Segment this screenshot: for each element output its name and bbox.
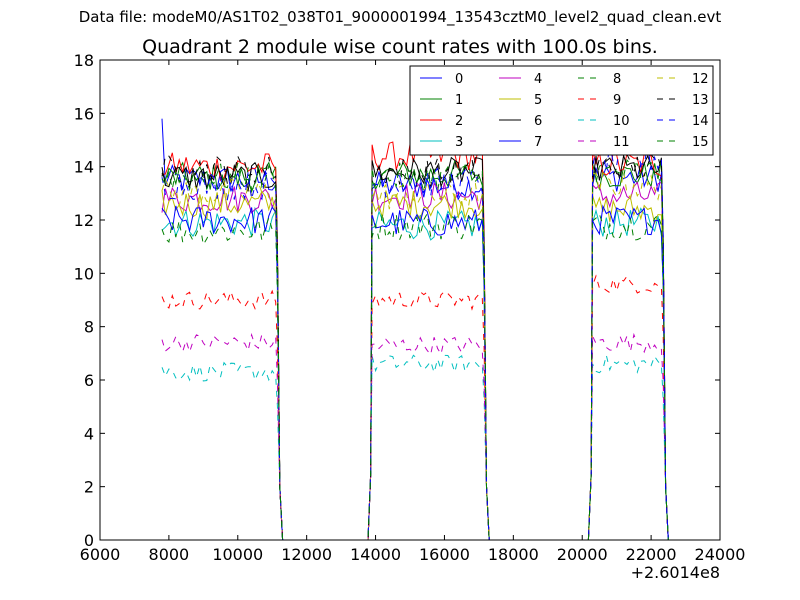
y-tick-label: 16 xyxy=(74,104,94,123)
legend-box xyxy=(409,65,714,156)
x-tick-label: 8000 xyxy=(149,545,190,564)
legend-label-4: 4 xyxy=(534,72,542,87)
legend-label-6: 6 xyxy=(534,114,542,129)
y-tick-label: 10 xyxy=(74,264,94,283)
x-tick-label: 14000 xyxy=(350,545,401,564)
legend-label-9: 9 xyxy=(613,93,621,108)
legend-label-2: 2 xyxy=(455,114,463,129)
legend-label-8: 8 xyxy=(613,72,621,87)
x-tick-label: 24000 xyxy=(695,545,746,564)
series-line-10 xyxy=(161,354,669,541)
series-line-13 xyxy=(161,153,669,541)
x-tick-label: 16000 xyxy=(419,545,470,564)
figure-suptitle: Data file: modeM0/AS1T02_038T01_90000019… xyxy=(78,8,722,26)
legend-label-13: 13 xyxy=(692,93,709,108)
y-tick-label: 12 xyxy=(74,211,94,230)
y-tick-label: 2 xyxy=(84,478,94,497)
series-line-7 xyxy=(161,204,669,541)
y-tick-label: 4 xyxy=(84,424,94,443)
x-tick-label: 22000 xyxy=(626,545,677,564)
legend-label-10: 10 xyxy=(613,114,630,129)
y-tick-label: 6 xyxy=(84,371,94,390)
series-line-1 xyxy=(161,159,669,541)
legend-label-5: 5 xyxy=(534,93,542,108)
chart-title: Quadrant 2 module wise count rates with … xyxy=(142,36,658,58)
series-line-6 xyxy=(161,153,669,541)
x-tick-label: 20000 xyxy=(557,545,608,564)
series-line-15 xyxy=(161,159,669,541)
legend-label-1: 1 xyxy=(455,93,463,108)
series-line-14 xyxy=(161,143,669,541)
axis-tick-labels: 6000 8000 10000 12000 14000 16000 18000 20000 22… xyxy=(74,51,746,564)
axis-ticks xyxy=(99,59,721,541)
legend-label-0: 0 xyxy=(455,72,463,87)
series-line-11 xyxy=(161,332,669,541)
x-tick-label: 12000 xyxy=(281,545,332,564)
legend-label-11: 11 xyxy=(613,135,630,150)
y-tick-label: 8 xyxy=(84,318,94,337)
legend-label-14: 14 xyxy=(692,114,709,129)
x-tick-label: 10000 xyxy=(212,545,263,564)
x-tick-label: 18000 xyxy=(488,545,539,564)
series-line-5 xyxy=(161,190,669,541)
x-tick-label: 6000 xyxy=(80,545,121,564)
legend-label-15: 15 xyxy=(692,135,709,150)
legend-label-3: 3 xyxy=(455,135,463,150)
y-tick-label: 18 xyxy=(74,51,94,70)
plot-lines xyxy=(161,118,669,541)
series-line-9 xyxy=(161,274,669,541)
y-tick-label: 14 xyxy=(74,158,94,177)
legend-label-7: 7 xyxy=(534,135,542,150)
x-offset-label: +2.6014e8 xyxy=(631,563,720,582)
y-tick-label: 0 xyxy=(84,531,94,550)
plot-frame xyxy=(99,59,721,541)
legend-label-12: 12 xyxy=(692,72,709,87)
